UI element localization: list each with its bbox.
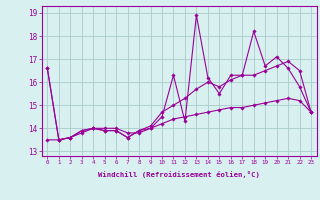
X-axis label: Windchill (Refroidissement éolien,°C): Windchill (Refroidissement éolien,°C) bbox=[98, 171, 260, 178]
